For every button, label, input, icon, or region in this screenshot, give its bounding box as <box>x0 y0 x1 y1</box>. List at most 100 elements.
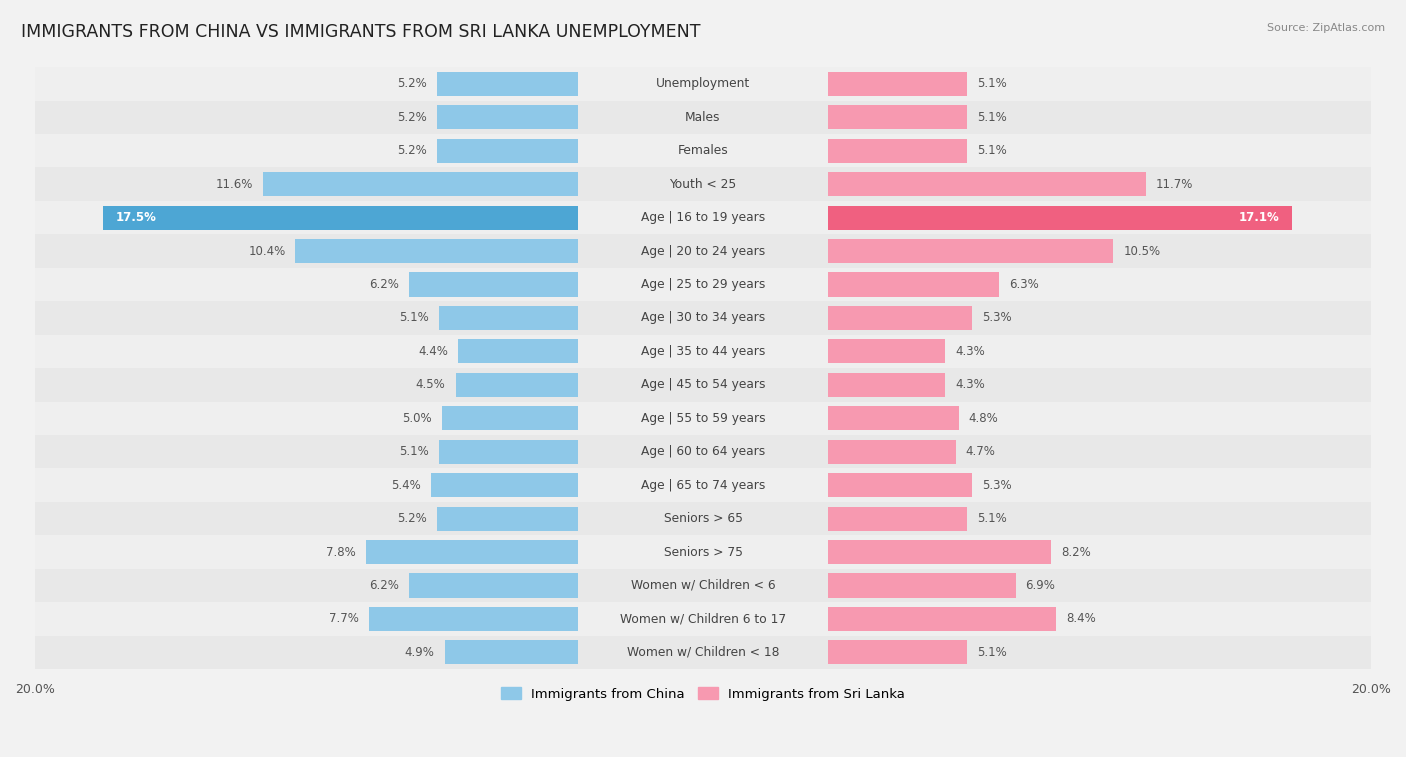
Text: 4.7%: 4.7% <box>966 445 995 458</box>
Text: 5.2%: 5.2% <box>396 512 426 525</box>
Bar <box>35 134 1371 167</box>
Text: Women w/ Children < 18: Women w/ Children < 18 <box>627 646 779 659</box>
Text: 5.1%: 5.1% <box>977 77 1007 90</box>
Bar <box>35 101 1371 134</box>
Text: 5.1%: 5.1% <box>977 145 1007 157</box>
Bar <box>103 206 578 229</box>
Text: 7.8%: 7.8% <box>326 546 356 559</box>
Text: Women w/ Children 6 to 17: Women w/ Children 6 to 17 <box>620 612 786 625</box>
Bar <box>35 335 1371 368</box>
Text: 4.4%: 4.4% <box>419 345 449 358</box>
Text: 10.5%: 10.5% <box>1123 245 1160 257</box>
Text: 5.1%: 5.1% <box>977 111 1007 124</box>
Text: 5.3%: 5.3% <box>983 478 1012 491</box>
Bar <box>437 105 578 129</box>
Bar <box>35 401 1371 435</box>
Text: Age | 55 to 59 years: Age | 55 to 59 years <box>641 412 765 425</box>
Bar <box>432 473 578 497</box>
Bar <box>439 440 578 464</box>
Bar <box>35 435 1371 469</box>
Bar <box>456 372 578 397</box>
Text: 17.5%: 17.5% <box>117 211 157 224</box>
Bar <box>35 167 1371 201</box>
Text: Age | 60 to 64 years: Age | 60 to 64 years <box>641 445 765 458</box>
Text: 5.0%: 5.0% <box>402 412 432 425</box>
Bar <box>35 67 1371 101</box>
Bar <box>35 535 1371 569</box>
Text: 6.9%: 6.9% <box>1025 579 1056 592</box>
Bar <box>263 172 578 196</box>
Bar <box>828 72 967 96</box>
Bar <box>828 607 1056 631</box>
Text: Males: Males <box>685 111 721 124</box>
Bar <box>35 502 1371 535</box>
Text: 5.4%: 5.4% <box>391 478 422 491</box>
Bar <box>35 301 1371 335</box>
Text: Seniors > 65: Seniors > 65 <box>664 512 742 525</box>
Text: 4.3%: 4.3% <box>955 378 984 391</box>
Text: 8.4%: 8.4% <box>1066 612 1097 625</box>
Text: 5.2%: 5.2% <box>396 111 426 124</box>
Text: 5.1%: 5.1% <box>977 512 1007 525</box>
Text: 10.4%: 10.4% <box>249 245 285 257</box>
Bar <box>35 603 1371 636</box>
Bar <box>368 607 578 631</box>
Text: 17.1%: 17.1% <box>1239 211 1279 224</box>
Bar <box>437 506 578 531</box>
Bar <box>409 273 578 297</box>
Legend: Immigrants from China, Immigrants from Sri Lanka: Immigrants from China, Immigrants from S… <box>495 682 911 706</box>
Text: 6.2%: 6.2% <box>370 278 399 291</box>
Bar <box>828 239 1114 263</box>
Text: 6.2%: 6.2% <box>370 579 399 592</box>
Text: Age | 30 to 34 years: Age | 30 to 34 years <box>641 311 765 325</box>
Bar <box>409 574 578 597</box>
Bar <box>828 206 1292 229</box>
Bar <box>828 372 945 397</box>
Text: 8.2%: 8.2% <box>1062 546 1091 559</box>
Bar <box>439 306 578 330</box>
Bar <box>828 440 956 464</box>
Text: Females: Females <box>678 145 728 157</box>
Text: Age | 20 to 24 years: Age | 20 to 24 years <box>641 245 765 257</box>
Text: 6.3%: 6.3% <box>1010 278 1039 291</box>
Text: Unemployment: Unemployment <box>655 77 751 90</box>
Text: 5.1%: 5.1% <box>977 646 1007 659</box>
Bar <box>828 407 959 430</box>
Bar <box>35 636 1371 669</box>
Bar <box>35 235 1371 268</box>
Text: Age | 35 to 44 years: Age | 35 to 44 years <box>641 345 765 358</box>
Text: Youth < 25: Youth < 25 <box>669 178 737 191</box>
Bar <box>35 569 1371 603</box>
Bar <box>35 268 1371 301</box>
Bar <box>828 473 972 497</box>
Text: 5.1%: 5.1% <box>399 445 429 458</box>
Text: Seniors > 75: Seniors > 75 <box>664 546 742 559</box>
Bar <box>828 139 967 163</box>
Bar <box>437 139 578 163</box>
Bar <box>828 306 972 330</box>
Text: Women w/ Children < 6: Women w/ Children < 6 <box>631 579 775 592</box>
Bar <box>828 506 967 531</box>
Text: Age | 45 to 54 years: Age | 45 to 54 years <box>641 378 765 391</box>
Bar <box>828 339 945 363</box>
Text: 11.7%: 11.7% <box>1156 178 1194 191</box>
Text: Age | 25 to 29 years: Age | 25 to 29 years <box>641 278 765 291</box>
Text: 5.3%: 5.3% <box>983 311 1012 325</box>
Bar <box>35 469 1371 502</box>
Text: IMMIGRANTS FROM CHINA VS IMMIGRANTS FROM SRI LANKA UNEMPLOYMENT: IMMIGRANTS FROM CHINA VS IMMIGRANTS FROM… <box>21 23 700 41</box>
Bar <box>828 273 1000 297</box>
Bar <box>828 540 1050 564</box>
Bar <box>828 574 1015 597</box>
Bar <box>828 172 1146 196</box>
Text: 4.3%: 4.3% <box>955 345 984 358</box>
Text: 11.6%: 11.6% <box>215 178 253 191</box>
Text: Age | 65 to 74 years: Age | 65 to 74 years <box>641 478 765 491</box>
Bar <box>828 640 967 665</box>
Text: 4.5%: 4.5% <box>416 378 446 391</box>
Text: Age | 16 to 19 years: Age | 16 to 19 years <box>641 211 765 224</box>
Text: 4.9%: 4.9% <box>405 646 434 659</box>
Bar <box>444 640 578 665</box>
Bar <box>295 239 578 263</box>
Text: 4.8%: 4.8% <box>969 412 998 425</box>
Text: 5.2%: 5.2% <box>396 145 426 157</box>
